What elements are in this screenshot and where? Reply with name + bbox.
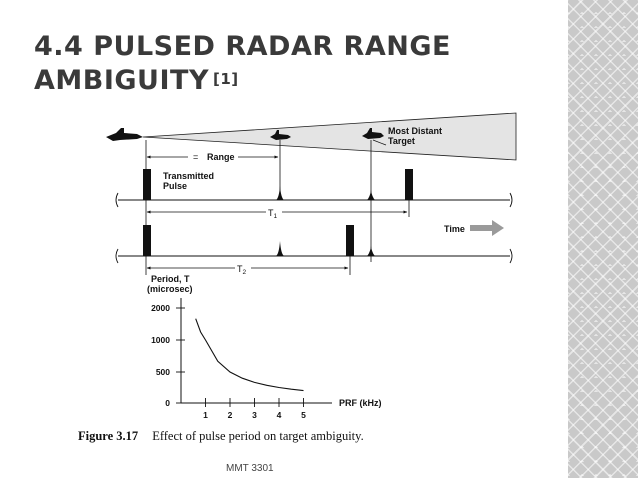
radar-aircraft-icon [106, 128, 143, 141]
timeline-1-break-right [509, 192, 513, 208]
t2-label-background [235, 262, 251, 273]
transmitted-pulse-label-line1: Transmitted [163, 171, 214, 181]
echo-near-target-1 [276, 186, 284, 200]
x-tick-label-2: 2 [228, 410, 233, 420]
chart-x-axis-label: PRF (kHz) [339, 398, 382, 408]
y-tick-label-2000: 2000 [151, 303, 170, 313]
slide-title: 4.4 PULSED RADAR RANGE AMBIGUITY [1] [34, 30, 554, 98]
figure-caption-label: Figure 3.17 [78, 429, 139, 443]
chart-y-axis-label-line1: Period, T [151, 274, 190, 284]
radar-beam [142, 112, 517, 161]
echo-distant-target-2 [367, 246, 375, 256]
slide-title-reference: [1] [213, 70, 239, 88]
most-distant-target-label-line2: Target [388, 136, 415, 146]
period-vs-prf-chart: Period, T (microsec) PRF (kHz) 0 500 1000 2… [147, 274, 382, 420]
period-curve-line [195, 318, 304, 392]
figure-caption: Figure 3.17 Effect of pulse period on tar… [78, 429, 364, 444]
echo-near-target-2 [276, 241, 284, 256]
near-target-aircraft-icon [270, 130, 291, 140]
timeline-2-break-right [509, 248, 513, 264]
x-tick-label-1: 1 [203, 410, 208, 420]
chart-y-axis-label-line2: (microsec) [147, 284, 193, 294]
range-label-marker: = [193, 152, 198, 162]
y-tick-label-500: 500 [156, 367, 170, 377]
footer-text: MMT 3301 [226, 463, 274, 474]
time-direction-arrow-icon [470, 220, 504, 236]
y-tick-label-1000: 1000 [151, 335, 170, 345]
distant-target-aircraft-icon [362, 128, 384, 139]
x-tick-label-3: 3 [252, 410, 257, 420]
timeline-2-break-left [115, 248, 119, 264]
chart-y-ticks: 0 500 1000 2000 [151, 303, 185, 408]
chart-y-axis-label: Period, T (microsec) [147, 274, 193, 294]
range-label-background [188, 151, 238, 162]
decorative-side-panel [568, 0, 638, 478]
x-tick-label-5: 5 [301, 410, 306, 420]
transmitted-pulse-3 [143, 225, 151, 256]
transmitted-pulse-4 [346, 225, 354, 256]
most-distant-target-label: Most Distant Target [388, 126, 445, 146]
transmitted-pulse-label-line2: Pulse [163, 181, 187, 191]
target-label-leader [372, 139, 387, 146]
most-distant-target-label-line1: Most Distant [388, 126, 442, 136]
t2-label: T2 [237, 264, 247, 276]
t1-label-background [266, 206, 282, 217]
range-label: Range [207, 152, 235, 162]
timeline-1-break-left [115, 192, 119, 208]
transmitted-pulse-1 [143, 169, 151, 200]
echo-distant-target-1 [367, 190, 375, 200]
transmitted-pulse-2 [405, 169, 413, 200]
chart-x-ticks: 1 2 3 4 5 [203, 398, 306, 420]
slide-title-text: 4.4 PULSED RADAR RANGE AMBIGUITY [34, 31, 451, 96]
time-label: Time [444, 224, 465, 234]
y-tick-label-0: 0 [165, 398, 170, 408]
figure-caption-text: Effect of pulse period on target ambigui… [152, 429, 364, 443]
t1-label: T1 [268, 208, 278, 220]
transmitted-pulse-label: Transmitted Pulse [163, 171, 217, 191]
x-tick-label-4: 4 [277, 410, 282, 420]
